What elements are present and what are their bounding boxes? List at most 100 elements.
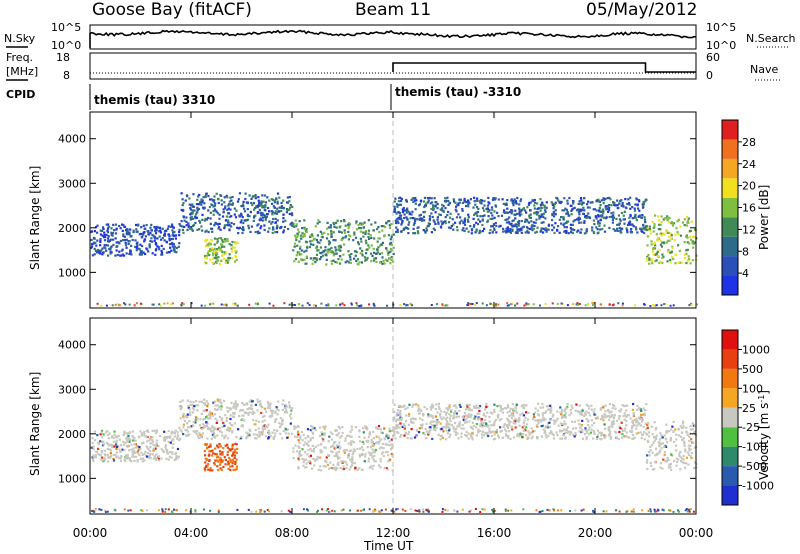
scatter-cell <box>288 414 292 417</box>
scatter-cell <box>227 462 230 465</box>
scatter-cell <box>468 510 471 513</box>
scatter-cell <box>120 254 123 257</box>
scatter-cell <box>489 302 492 305</box>
scatter-cell <box>448 413 451 416</box>
scatter-cell <box>169 441 172 444</box>
scatter-cell <box>230 221 233 225</box>
scatter-cell <box>648 227 651 231</box>
scatter-cell <box>459 198 462 201</box>
scatter-cell <box>411 421 414 424</box>
scatter-cell <box>390 452 393 455</box>
scatter-cell <box>400 199 403 203</box>
scatter-cell <box>153 226 156 229</box>
scatter-cell <box>372 443 375 446</box>
scatter-cell <box>396 409 400 412</box>
scatter-cell <box>273 199 277 202</box>
scatter-cell <box>510 209 513 212</box>
scatter-cell <box>372 464 375 467</box>
scatter-cell <box>555 419 558 422</box>
scatter-cell <box>600 214 603 217</box>
scatter-cell <box>651 220 654 224</box>
scatter-cell <box>380 252 383 255</box>
scatter-cell <box>684 509 687 512</box>
scatter-cell <box>272 228 275 231</box>
scatter-cell <box>181 399 184 402</box>
scatter-cell <box>684 448 687 451</box>
scatter-cell <box>440 220 443 223</box>
scatter-cell <box>485 432 488 435</box>
scatter-cell <box>123 254 126 257</box>
scatter-cell <box>660 245 663 248</box>
scatter-cell <box>506 218 509 221</box>
xtick-label: 04:00 <box>174 526 209 540</box>
scatter-cell <box>591 229 594 232</box>
scatter-cell <box>133 443 136 446</box>
scatter-cell <box>364 232 367 235</box>
scatter-cell <box>412 200 415 203</box>
scatter-cell <box>223 456 226 459</box>
scatter-cell <box>297 303 300 306</box>
scatter-cell <box>566 402 569 406</box>
scatter-cell <box>413 199 416 202</box>
scatter-cell <box>206 404 209 407</box>
scatter-cell <box>343 451 346 454</box>
scatter-cell <box>195 211 199 214</box>
scatter-cell <box>231 257 234 260</box>
scatter-cell <box>693 446 696 449</box>
scatter-cell <box>180 208 183 212</box>
scatter-cell <box>427 426 431 429</box>
scatter-cell <box>559 422 562 425</box>
scatter-cell <box>256 224 259 227</box>
scatter-cell <box>302 464 305 467</box>
scatter-cell <box>614 229 617 232</box>
scatter-cell <box>684 450 687 453</box>
scatter-cell <box>167 430 170 433</box>
scatter-cell <box>386 259 389 262</box>
scatter-cell <box>272 437 275 440</box>
scatter-cell <box>251 400 254 403</box>
scatter-cell <box>395 230 398 233</box>
scatter-cell <box>165 457 168 460</box>
scatter-cell <box>135 249 138 252</box>
scatter-cell <box>553 231 556 235</box>
scatter-cell <box>688 435 691 438</box>
scatter-cell <box>225 194 228 197</box>
scatter-cell <box>221 425 224 428</box>
scatter-cell <box>97 452 100 456</box>
scatter-cell <box>143 433 146 437</box>
scatter-cell <box>356 447 359 450</box>
scatter-cell <box>284 428 288 431</box>
scatter-cell <box>633 209 637 212</box>
scatter-cell <box>494 430 497 433</box>
scatter-cell <box>223 437 226 440</box>
scatter-cell <box>220 405 223 408</box>
scatter-cell <box>418 427 421 430</box>
scatter-cell <box>687 221 690 224</box>
scatter-cell <box>347 434 350 437</box>
scatter-cell <box>441 508 444 511</box>
scatter-cell <box>643 303 646 306</box>
scatter-cell <box>505 227 508 230</box>
scatter-cell <box>321 437 324 440</box>
scatter-cell <box>368 246 371 249</box>
scatter-cell <box>128 432 131 435</box>
scatter-cell <box>196 430 199 433</box>
scatter-cell <box>90 246 93 249</box>
scatter-cell <box>372 437 375 440</box>
freq-right-tick-bottom: 0 <box>706 69 713 82</box>
scatter-cell <box>665 230 668 233</box>
scatter-cell <box>584 304 587 307</box>
scatter-cell <box>587 212 590 215</box>
scatter-cell <box>640 229 643 232</box>
scatter-cell <box>325 258 328 261</box>
scatter-cell <box>259 510 262 513</box>
scatter-cell <box>469 225 472 228</box>
scatter-cell <box>623 418 626 421</box>
scatter-cell <box>399 203 402 206</box>
scatter-cell <box>548 432 552 435</box>
scatter-cell <box>205 400 208 403</box>
scatter-cell <box>133 436 136 440</box>
power-colorbar-label: Power [dB] <box>757 185 771 250</box>
scatter-cell <box>447 221 451 224</box>
scatter-cell <box>292 450 295 453</box>
